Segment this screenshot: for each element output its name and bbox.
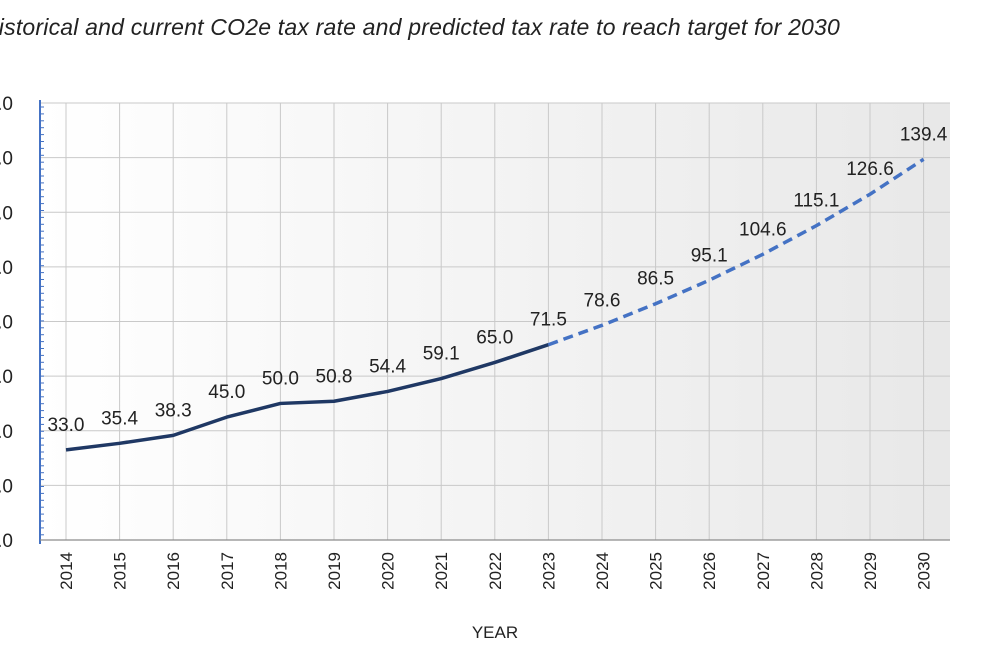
axes: 0.0 20.0 40.0 60.0 80.0 100.0 120.0 140.0 160.0 2… (0, 94, 950, 590)
data-label: 86.5 (637, 269, 674, 290)
x-tick-label: 2018 (271, 552, 290, 590)
y-tick-label: 120.0 (0, 203, 13, 224)
x-tick-label: 2015 (111, 552, 130, 590)
x-tick-label: 2020 (379, 552, 398, 590)
y-tick-label: 20.0 (0, 476, 13, 497)
historical-series-line (65, 343, 549, 452)
x-tick-label: 2022 (486, 552, 505, 590)
data-labels: 33.0 35.4 38.3 45.0 50.0 50.8 54.4 59.1 65.0 71.5… (48, 124, 948, 436)
data-label: 59.1 (423, 344, 460, 365)
data-label: 115.1 (793, 191, 839, 212)
data-label: 126.6 (846, 159, 894, 180)
y-tick-label: 40.0 (0, 422, 13, 443)
data-label: 45.0 (208, 382, 245, 403)
chart-title: Historical and current CO2e tax rate and… (0, 14, 841, 40)
data-label: 50.8 (316, 366, 353, 387)
data-label: 50.0 (262, 368, 299, 389)
data-label: 78.6 (584, 290, 621, 311)
x-tick-label: 2026 (700, 552, 719, 590)
y-tick-label: 160.0 (0, 94, 13, 115)
x-tick-label: 2024 (593, 552, 612, 590)
y-tick-label: 0.0 (0, 531, 13, 552)
x-tick-label: 2014 (57, 552, 76, 590)
data-label: 95.1 (691, 245, 728, 266)
data-label: 104.6 (739, 219, 787, 240)
y-tick-label: 140.0 (0, 149, 13, 170)
x-tick-label: 2021 (432, 552, 451, 590)
data-label: 54.4 (369, 356, 406, 377)
x-axis-label: YEAR (472, 623, 518, 642)
y-tick-label: 80.0 (0, 313, 13, 334)
grid-lines (40, 102, 950, 540)
data-label: 65.0 (476, 327, 513, 348)
data-label: 38.3 (155, 400, 192, 421)
y-tick-label: 100.0 (0, 258, 13, 279)
data-label: 35.4 (101, 408, 138, 429)
x-tick-label: 2030 (915, 552, 934, 590)
data-label: 71.5 (530, 310, 567, 331)
x-tick-label: 2019 (325, 552, 344, 590)
data-label: 33.0 (48, 415, 85, 436)
x-tick-label: 2027 (754, 552, 773, 590)
x-tick-label: 2016 (164, 552, 183, 590)
series-lines (65, 157, 925, 452)
y-tick-label: 60.0 (0, 367, 13, 388)
predicted-series-line (547, 157, 925, 347)
data-label: 139.4 (900, 124, 948, 145)
x-tick-label: 2028 (807, 552, 826, 590)
x-tick-label: 2017 (218, 552, 237, 590)
x-tick-label: 2023 (539, 552, 558, 590)
x-tick-label: 2029 (861, 552, 880, 590)
x-tick-label: 2025 (647, 552, 666, 590)
